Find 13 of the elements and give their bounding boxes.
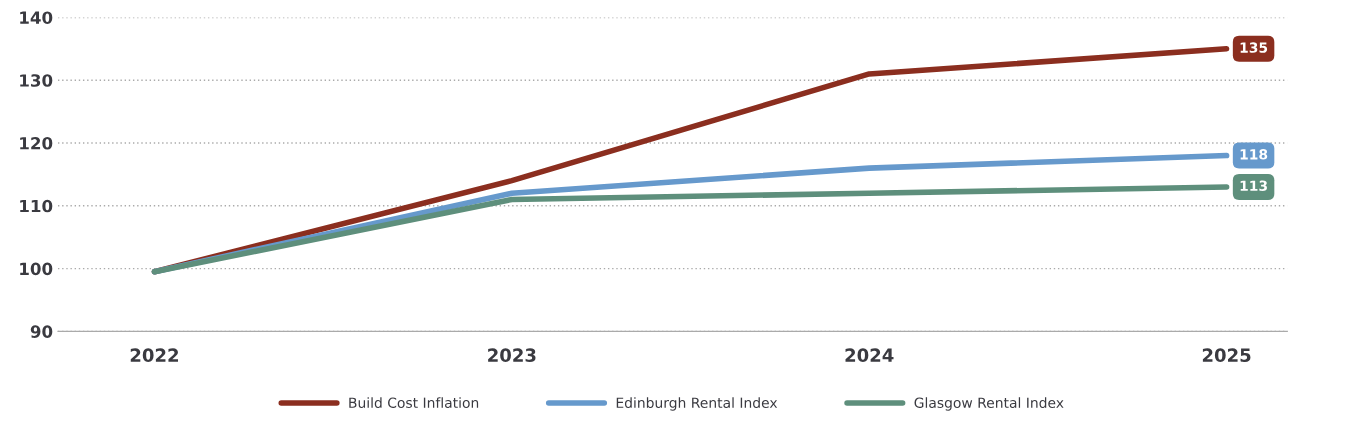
legend-label: Glasgow Rental Index — [914, 397, 1064, 411]
legend-label: Edinburgh Rental Index — [616, 397, 778, 411]
y-tick-label: 130 — [20, 74, 53, 87]
x-tick-label: 2023 — [488, 348, 536, 362]
x-tick-label: 2022 — [130, 348, 179, 362]
x-tick-label: 2025 — [1202, 348, 1251, 362]
x-tick-label: 2024 — [845, 348, 894, 362]
y-tick-label: 90 — [30, 325, 53, 338]
y-tick-label: 140 — [20, 11, 53, 25]
y-tick-label: 120 — [20, 136, 53, 150]
y-tick-label: 110 — [20, 199, 53, 213]
y-tick-label: 100 — [20, 262, 53, 276]
legend-label: Build Cost Inflation — [349, 397, 479, 408]
